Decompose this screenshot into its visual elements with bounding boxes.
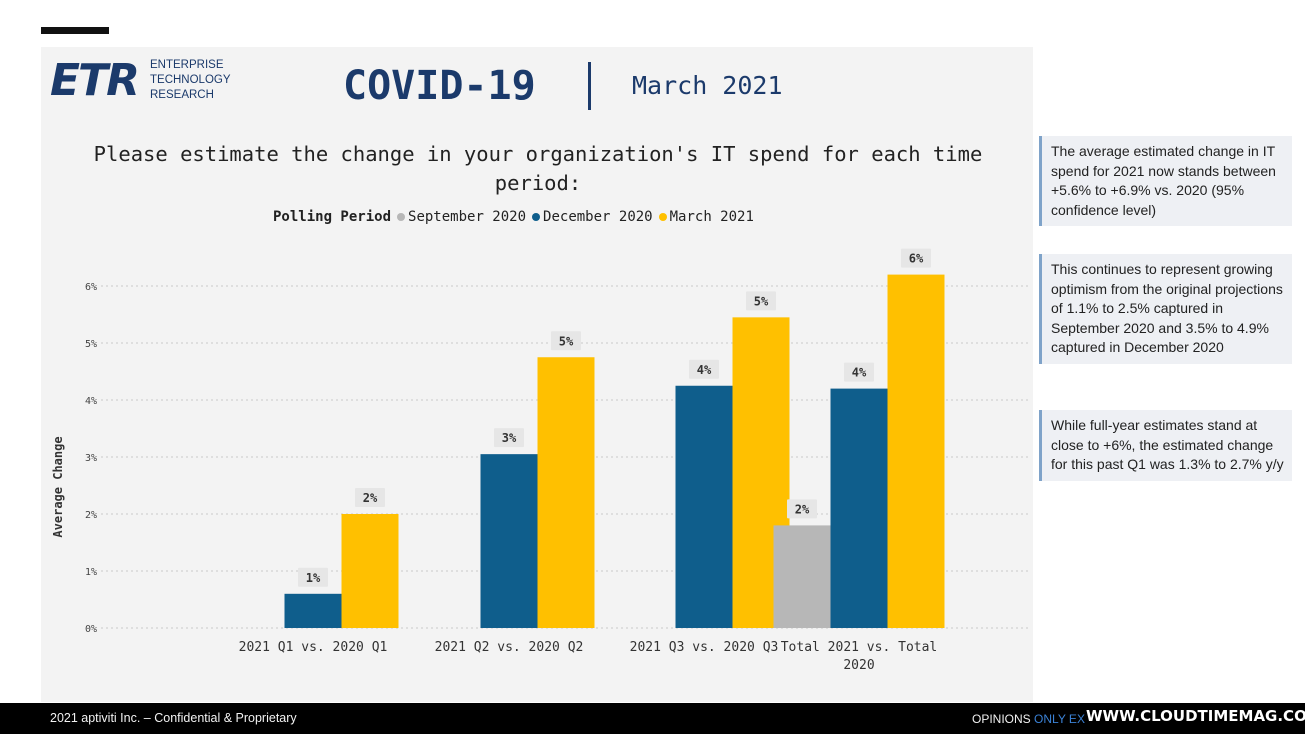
bar: [887, 274, 945, 628]
x-tick-label: 2021 Q3 vs. 2020 Q3: [630, 640, 779, 655]
data-label-box: [689, 359, 719, 379]
data-label-box: [298, 567, 328, 587]
legend-item-september-2020: September 2020: [397, 209, 526, 225]
logo-word: TECHNOLOGY: [150, 74, 231, 86]
footer-tagline: OPINIONS ONLY EX: [972, 712, 1085, 726]
page-date: March 2021: [632, 71, 783, 100]
legend-label: December 2020: [543, 209, 653, 225]
data-label: 5%: [559, 334, 574, 348]
logo-words: ENTERPRISE TECHNOLOGY RESEARCH: [150, 58, 231, 103]
bar: [537, 357, 595, 628]
etr-logo: ETR ENTERPRISE TECHNOLOGY RESEARCH: [50, 56, 250, 106]
legend-dot-icon: [397, 213, 406, 221]
note-card: This continues to represent growing opti…: [1039, 254, 1292, 364]
bar: [773, 525, 831, 628]
data-label-box: [787, 499, 817, 519]
bar: [830, 388, 888, 628]
y-tick-label: 4%: [85, 396, 97, 407]
x-tick-label: 2021 Q1 vs. 2020 Q1: [239, 640, 388, 655]
data-label-box: [844, 362, 874, 382]
data-label-box: [746, 291, 776, 311]
data-label: 3%: [502, 431, 517, 445]
logo-word: ENTERPRISE: [150, 59, 224, 71]
data-label: 1%: [306, 571, 321, 585]
footer-bar: 2021 aptiviti Inc. – Confidential & Prop…: [0, 703, 1305, 734]
data-label-box: [494, 428, 524, 448]
y-tick-label: 1%: [85, 567, 97, 578]
bar: [341, 514, 399, 628]
survey-question: Please estimate the change in your organ…: [93, 142, 983, 195]
legend-dot-icon: [658, 213, 667, 221]
top-accent-rule: [41, 27, 109, 34]
data-label: 2%: [363, 491, 378, 505]
page-title: COVID-19: [343, 63, 536, 109]
y-tick-label: 2%: [85, 510, 97, 521]
y-tick-label: 6%: [85, 282, 97, 293]
data-label: 4%: [697, 363, 712, 377]
y-axis-label: Average Change: [51, 436, 65, 537]
bar: [675, 385, 733, 628]
x-tick-label-line: 2021 Q1 vs. 2020 Q1: [239, 640, 388, 655]
data-label-box: [551, 331, 581, 351]
x-tick-label: 2021 Q2 vs. 2020 Q2: [435, 640, 584, 655]
watermark: WWW.CLOUDTIMEMAG.COM: [1086, 707, 1305, 725]
note-card: The average estimated change in IT spend…: [1039, 136, 1292, 227]
x-tick-label-line: Total 2021 vs. Total: [781, 640, 938, 655]
note-card: While full-year estimates stand at close…: [1039, 410, 1292, 481]
data-label: 6%: [909, 252, 924, 266]
data-label-box: [355, 488, 385, 507]
y-tick-label: 5%: [85, 339, 97, 350]
data-label-box: [901, 248, 931, 268]
bar-chart: 0% 1% 2% 3% 4% 5% 6% Average Change 1% 2% 3% 5% 4% 5%…: [51, 248, 1031, 673]
x-tick-label-line: 2020: [843, 658, 874, 673]
logo-word: RESEARCH: [150, 89, 214, 101]
legend-label: September 2020: [408, 209, 527, 225]
bar: [284, 593, 342, 628]
data-label: 4%: [852, 366, 867, 380]
x-tick-label-line: 2021 Q3 vs. 2020 Q3: [630, 640, 779, 655]
legend-dot-icon: [532, 213, 541, 221]
legend-title: Polling Period: [273, 209, 392, 225]
x-tick-label: Total 2021 vs. Total 2020: [781, 640, 938, 673]
data-label: 5%: [754, 294, 769, 308]
y-tick-label: 3%: [85, 453, 97, 464]
title-divider: [588, 62, 591, 110]
logo-letters: ETR: [50, 55, 140, 106]
bar: [480, 454, 538, 628]
data-label: 2%: [795, 502, 810, 516]
legend-item-december-2020: December 2020: [532, 209, 653, 225]
chart-legend: Polling Period September 2020 December 2…: [273, 207, 760, 227]
footer-tagline-highlight: ONLY EX: [1034, 712, 1085, 726]
x-tick-label-line: 2021 Q2 vs. 2020 Q2: [435, 640, 584, 655]
footer-copyright: 2021 aptiviti Inc. – Confidential & Prop…: [50, 711, 297, 725]
legend-label: March 2021: [669, 209, 754, 225]
legend-item-march-2021: March 2021: [658, 209, 754, 225]
y-tick-label: 0%: [85, 624, 97, 635]
footer-tagline-prefix: OPINIONS: [972, 712, 1031, 726]
